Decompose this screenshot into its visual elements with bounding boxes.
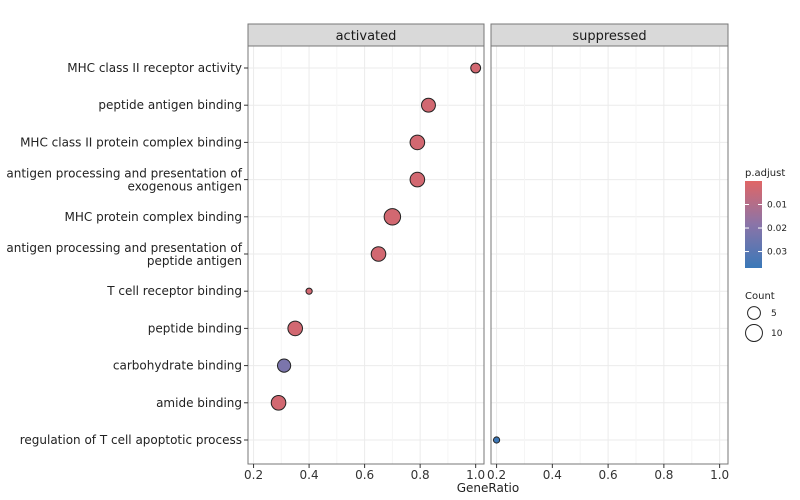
y-tick-label: MHC class II protein complex binding xyxy=(20,135,242,149)
legend-padjust-ticks: 0.01 0.02 0.03 xyxy=(745,201,787,258)
x-tick-label: 0.8 xyxy=(654,468,673,482)
data-point xyxy=(409,171,426,188)
panel-background xyxy=(491,46,728,464)
x-tick-label: 0.2 xyxy=(244,468,263,482)
x-tick-label: 0.4 xyxy=(543,468,562,482)
data-point xyxy=(370,246,387,262)
y-tick-label: peptide antigen xyxy=(147,254,242,268)
data-point xyxy=(270,395,287,411)
data-point xyxy=(421,97,436,113)
data-point xyxy=(305,287,313,295)
panel-background xyxy=(248,46,484,464)
y-tick-label: MHC class II receptor activity xyxy=(67,61,242,75)
legend-count-title: Count xyxy=(745,291,775,302)
gridlines-suppressed xyxy=(491,46,728,464)
y-tick-label: MHC protein complex binding xyxy=(65,210,242,224)
x-tick-label: 1.0 xyxy=(710,468,729,482)
facet-strip-suppressed xyxy=(490,23,729,47)
y-tick-label: antigen processing and presentation of xyxy=(6,241,242,255)
x-tick-label: 0.6 xyxy=(355,468,374,482)
y-tick-label: amide binding xyxy=(156,396,242,410)
y-tick-label: carbohydrate binding xyxy=(113,359,242,373)
y-tick-label: antigen processing and presentation of xyxy=(6,167,242,181)
y-tick-label: exogenous antigen xyxy=(128,180,242,194)
data-points xyxy=(270,62,501,444)
legend-count-label: 5 xyxy=(771,309,777,319)
x-tick-label: 0.4 xyxy=(300,468,319,482)
facet-panel-suppressed: suppressed xyxy=(490,23,729,465)
legend-tick-label: 0.02 xyxy=(767,224,787,234)
data-point xyxy=(276,358,292,373)
x-tick-label: 1.0 xyxy=(466,468,485,482)
legend-count-circle xyxy=(745,324,763,342)
facet-label-activated: activated xyxy=(336,29,397,44)
facet-strip-activated xyxy=(247,23,485,47)
y-tick-label: peptide antigen binding xyxy=(98,98,242,112)
legend-count: Count 5 10 xyxy=(745,291,783,342)
data-point xyxy=(287,320,303,337)
y-axis-term-labels: MHC class II receptor activity peptide an… xyxy=(6,61,248,447)
legend-tick-label: 0.01 xyxy=(767,201,787,211)
legend-padjust-title: p.adjust xyxy=(745,168,785,179)
legend-padjust: p.adjust 0.01 0.02 0.03 xyxy=(745,168,787,268)
x-tick-label: 0.2 xyxy=(487,468,506,482)
x-axis-ticks: 0.2 0.4 0.6 0.8 1.0 0.2 0.4 0.6 0.8 1.0 xyxy=(244,464,729,482)
data-point xyxy=(409,134,426,151)
y-tick-label: T cell receptor binding xyxy=(106,284,242,298)
x-tick-label: 0.8 xyxy=(411,468,430,482)
legend-count-label: 10 xyxy=(771,329,783,339)
facet-label-suppressed: suppressed xyxy=(572,29,646,44)
legend-tick-label: 0.03 xyxy=(767,248,787,258)
facet-panel-activated: activated xyxy=(247,23,485,465)
legend-padjust-colorbar xyxy=(745,181,762,268)
y-tick-label: regulation of T cell apoptotic process xyxy=(20,433,242,447)
x-tick-label: 0.6 xyxy=(599,468,618,482)
y-tick-label: peptide binding xyxy=(148,321,242,335)
data-point xyxy=(470,62,482,74)
data-point xyxy=(492,436,501,444)
data-point xyxy=(383,208,402,226)
legend-count-entries: 5 10 xyxy=(745,306,783,342)
x-axis-title: GeneRatio xyxy=(457,481,519,495)
legend-count-circle xyxy=(747,306,761,320)
